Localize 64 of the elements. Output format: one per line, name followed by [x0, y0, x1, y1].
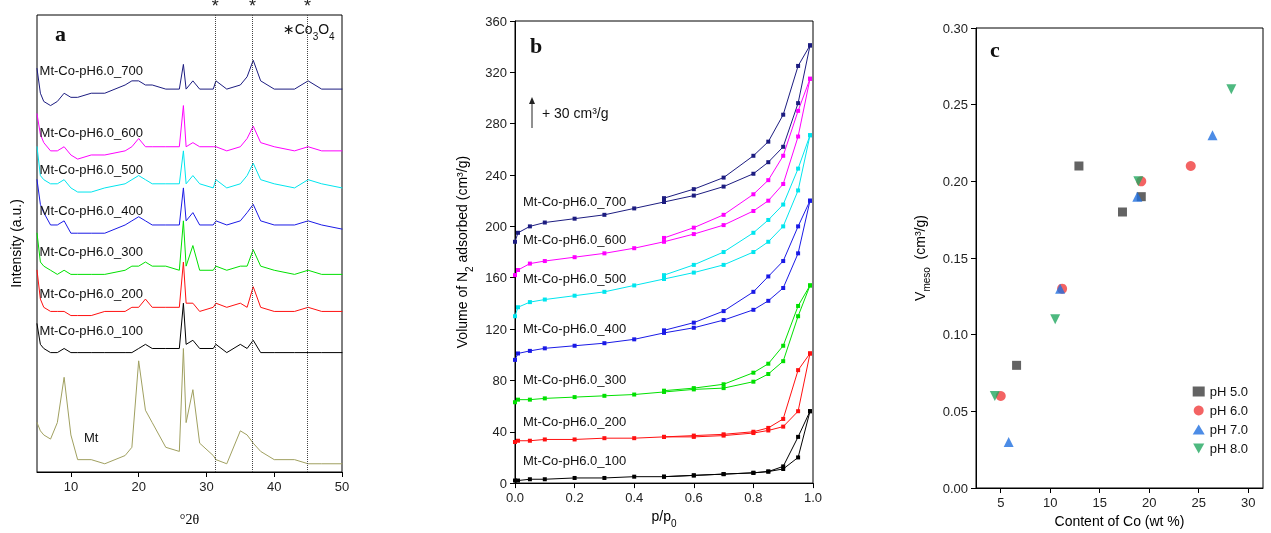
- x-tick-label: 30: [1240, 495, 1256, 510]
- y-tick-label: 0.05: [942, 403, 968, 419]
- series-label: Mt: [84, 429, 99, 445]
- y-tick-label: 0.25: [942, 97, 968, 113]
- x-tick-label: 40: [266, 479, 282, 494]
- ref-line-label: *: [249, 0, 257, 16]
- legend-label: pH 7.0: [1209, 422, 1249, 437]
- ref-line-label: *: [303, 0, 311, 16]
- x-tick-label: 15: [1092, 495, 1107, 510]
- y-tick-label: 40: [492, 424, 507, 440]
- y-tick-label: 320: [485, 64, 507, 80]
- series-label: Mt-Co-pH6.0_300: [522, 372, 627, 388]
- annotation: c: [990, 36, 1000, 62]
- text: a: [55, 20, 66, 46]
- series-label: Mt-Co-pH6.0_300: [39, 244, 143, 260]
- annotation: b: [530, 32, 543, 58]
- x-tick-label: 25: [1191, 495, 1206, 510]
- legend-label: pH 8.0: [1209, 441, 1249, 456]
- x-tick-label: 20: [131, 479, 146, 494]
- annotation: + 30 cm³/g: [542, 105, 609, 121]
- x-tick-label: 10: [63, 479, 79, 494]
- y-tick-label: 0.00: [942, 480, 968, 496]
- x-tick-label: 0.0: [505, 490, 525, 506]
- x-axis-title: °2θ: [179, 511, 200, 527]
- y-tick-label: 0.15: [942, 250, 968, 266]
- series-label: Mt-Co-pH6.0_100: [39, 322, 143, 338]
- y-tick-label: 0.30: [942, 20, 968, 36]
- x-tick-label: 1.0: [803, 490, 823, 506]
- legend-label: pH 6.0: [1209, 403, 1249, 418]
- series-label: Mt-Co-pH6.0_700: [522, 193, 627, 209]
- y-axis-title: Volume of N2 adsorbed (cm³/g): [454, 155, 475, 349]
- x-tick-label: 20: [1141, 495, 1157, 510]
- x-tick-label: 50: [334, 479, 350, 494]
- y-tick-label: 0.20: [942, 173, 968, 189]
- x-tick-label: 0.6: [684, 490, 703, 506]
- series-label: Mt-Co-pH6.0_200: [39, 285, 143, 301]
- x-tick-label: 5: [997, 495, 1005, 510]
- x-tick-label: 0.4: [625, 490, 644, 506]
- series-label: Mt-Co-pH6.0_500: [39, 162, 143, 178]
- x-axis-title: Content of Co (wt %): [1054, 513, 1185, 529]
- y-tick-label: 240: [485, 167, 507, 183]
- y-tick-label: 120: [485, 321, 507, 337]
- y-tick-label: 280: [485, 116, 507, 132]
- y-tick-label: 0.10: [942, 327, 968, 343]
- series-label: Mt-Co-pH6.0_600: [39, 124, 143, 140]
- y-tick-label: 0: [499, 475, 507, 491]
- y-tick-label: 360: [485, 13, 507, 29]
- x-tick-label: 30: [199, 479, 214, 494]
- x-tick-label: 0.8: [744, 490, 763, 506]
- x-tick-label: 10: [1042, 495, 1058, 510]
- series-label: Mt-Co-pH6.0_700: [39, 63, 143, 79]
- y-axis-title: Vmeso (cm³/g): [911, 215, 933, 301]
- series-label: Mt-Co-pH6.0_500: [522, 270, 627, 286]
- x-tick-label: 0.2: [565, 490, 584, 506]
- y-tick-label: 80: [492, 372, 507, 388]
- series-label: Mt-Co-pH6.0_200: [522, 414, 627, 430]
- series-label: Mt-Co-pH6.0_600: [522, 232, 627, 248]
- y-axis-title: Intensity (a.u.): [8, 199, 24, 288]
- legend-label: pH 5.0: [1209, 384, 1249, 399]
- ref-line-label: *: [211, 0, 219, 16]
- series-label: Mt-Co-pH6.0_100: [522, 452, 627, 468]
- series-label: Mt-Co-pH6.0_400: [522, 320, 627, 336]
- y-tick-label: 200: [485, 218, 507, 234]
- y-tick-label: 160: [485, 270, 507, 286]
